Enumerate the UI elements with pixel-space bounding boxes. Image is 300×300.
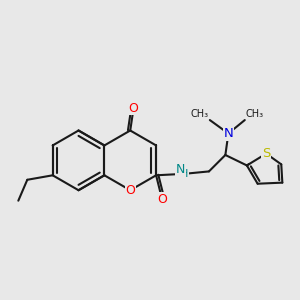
Text: S: S	[262, 147, 270, 160]
Text: O: O	[125, 184, 135, 197]
Text: O: O	[129, 102, 139, 115]
Text: N: N	[224, 127, 233, 140]
Text: O: O	[157, 193, 167, 206]
Text: CH₃: CH₃	[191, 109, 209, 119]
Text: N: N	[176, 163, 185, 176]
Text: H: H	[180, 169, 189, 179]
Text: CH₃: CH₃	[246, 109, 264, 119]
